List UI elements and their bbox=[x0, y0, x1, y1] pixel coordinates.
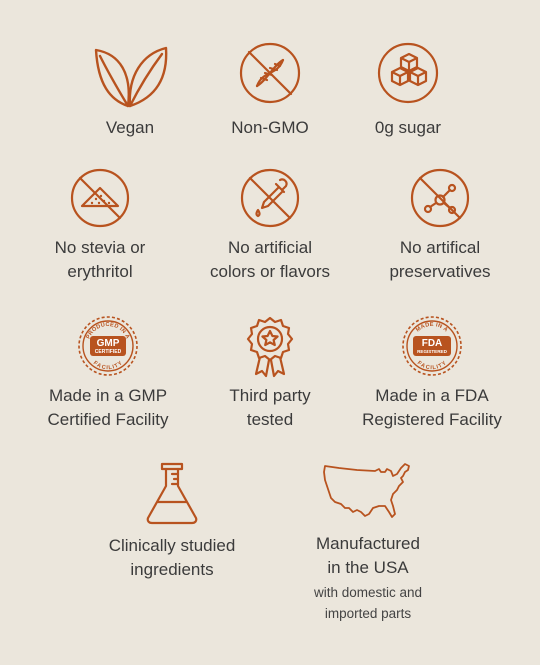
sugar-cubes-icon bbox=[377, 42, 439, 104]
feature-no-preservatives: No artifical preservatives bbox=[350, 166, 530, 284]
feature-label: 0g sugar bbox=[374, 118, 442, 137]
feature-label: Manufactured in the USA bbox=[316, 534, 420, 577]
feature-label: No stevia or erythritol bbox=[54, 238, 146, 281]
feature-vegan: Vegan bbox=[40, 40, 220, 140]
badge-bottom-text: FACILITY bbox=[92, 360, 124, 371]
svg-text:FACILITY: FACILITY bbox=[416, 360, 448, 371]
gmp-badge-icon: PRODUCED IN A FACILITY GMP CERTIFIED bbox=[78, 316, 138, 376]
feature-label: Vegan bbox=[105, 118, 155, 137]
feature-gmp-certified: PRODUCED IN A FACILITY GMP CERTIFIED Mad… bbox=[18, 314, 198, 432]
feature-label: Made in a GMP Certified Facility bbox=[47, 386, 169, 429]
feature-label: Clinically studied ingredients bbox=[108, 536, 236, 579]
feature-label: Made in a FDA Registered Facility bbox=[362, 386, 502, 429]
feature-third-party-tested: Third party tested bbox=[180, 314, 360, 432]
feature-made-in-usa: Manufactured in the USA with domestic an… bbox=[278, 460, 458, 624]
badge-main-text: GMP bbox=[97, 338, 120, 349]
feature-no-stevia: No stevia or erythritol bbox=[10, 166, 190, 284]
feature-label: No artificial colors or flavors bbox=[210, 238, 330, 281]
award-ribbon-icon bbox=[246, 316, 294, 378]
feature-label: No artifical preservatives bbox=[389, 238, 491, 281]
feature-non-gmo: Non-GMO bbox=[180, 40, 360, 140]
feature-label: Non-GMO bbox=[231, 118, 309, 137]
badge-sub-text: REGISTERED bbox=[417, 349, 448, 354]
feature-sublabel: with domestic and imported parts bbox=[313, 585, 423, 621]
no-dna-icon bbox=[239, 42, 301, 104]
fda-badge-icon: MADE IN A FACILITY FDA REGISTERED bbox=[402, 316, 462, 376]
badge-top-text: MADE IN A bbox=[415, 322, 449, 333]
feature-clinically-studied: Clinically studied ingredients bbox=[82, 460, 262, 582]
no-dropper-icon bbox=[240, 168, 300, 228]
leaves-icon bbox=[94, 46, 168, 108]
badge-sub-text: CERTIFIED bbox=[95, 349, 122, 355]
usa-map-icon bbox=[323, 463, 410, 518]
no-molecule-icon bbox=[410, 168, 470, 228]
svg-text:MADE IN A: MADE IN A bbox=[415, 322, 449, 333]
feature-no-artificial-colors: No artificial colors or flavors bbox=[180, 166, 360, 284]
feature-fda-registered: MADE IN A FACILITY FDA REGISTERED Made i… bbox=[342, 314, 522, 432]
svg-text:FACILITY: FACILITY bbox=[92, 360, 124, 371]
feature-label: Third party tested bbox=[229, 386, 311, 429]
feature-0g-sugar: 0g sugar bbox=[318, 40, 498, 140]
flask-icon bbox=[146, 462, 198, 525]
badge-bottom-text: FACILITY bbox=[416, 360, 448, 371]
badge-main-text: FDA bbox=[422, 338, 443, 349]
no-powder-icon bbox=[70, 168, 130, 228]
